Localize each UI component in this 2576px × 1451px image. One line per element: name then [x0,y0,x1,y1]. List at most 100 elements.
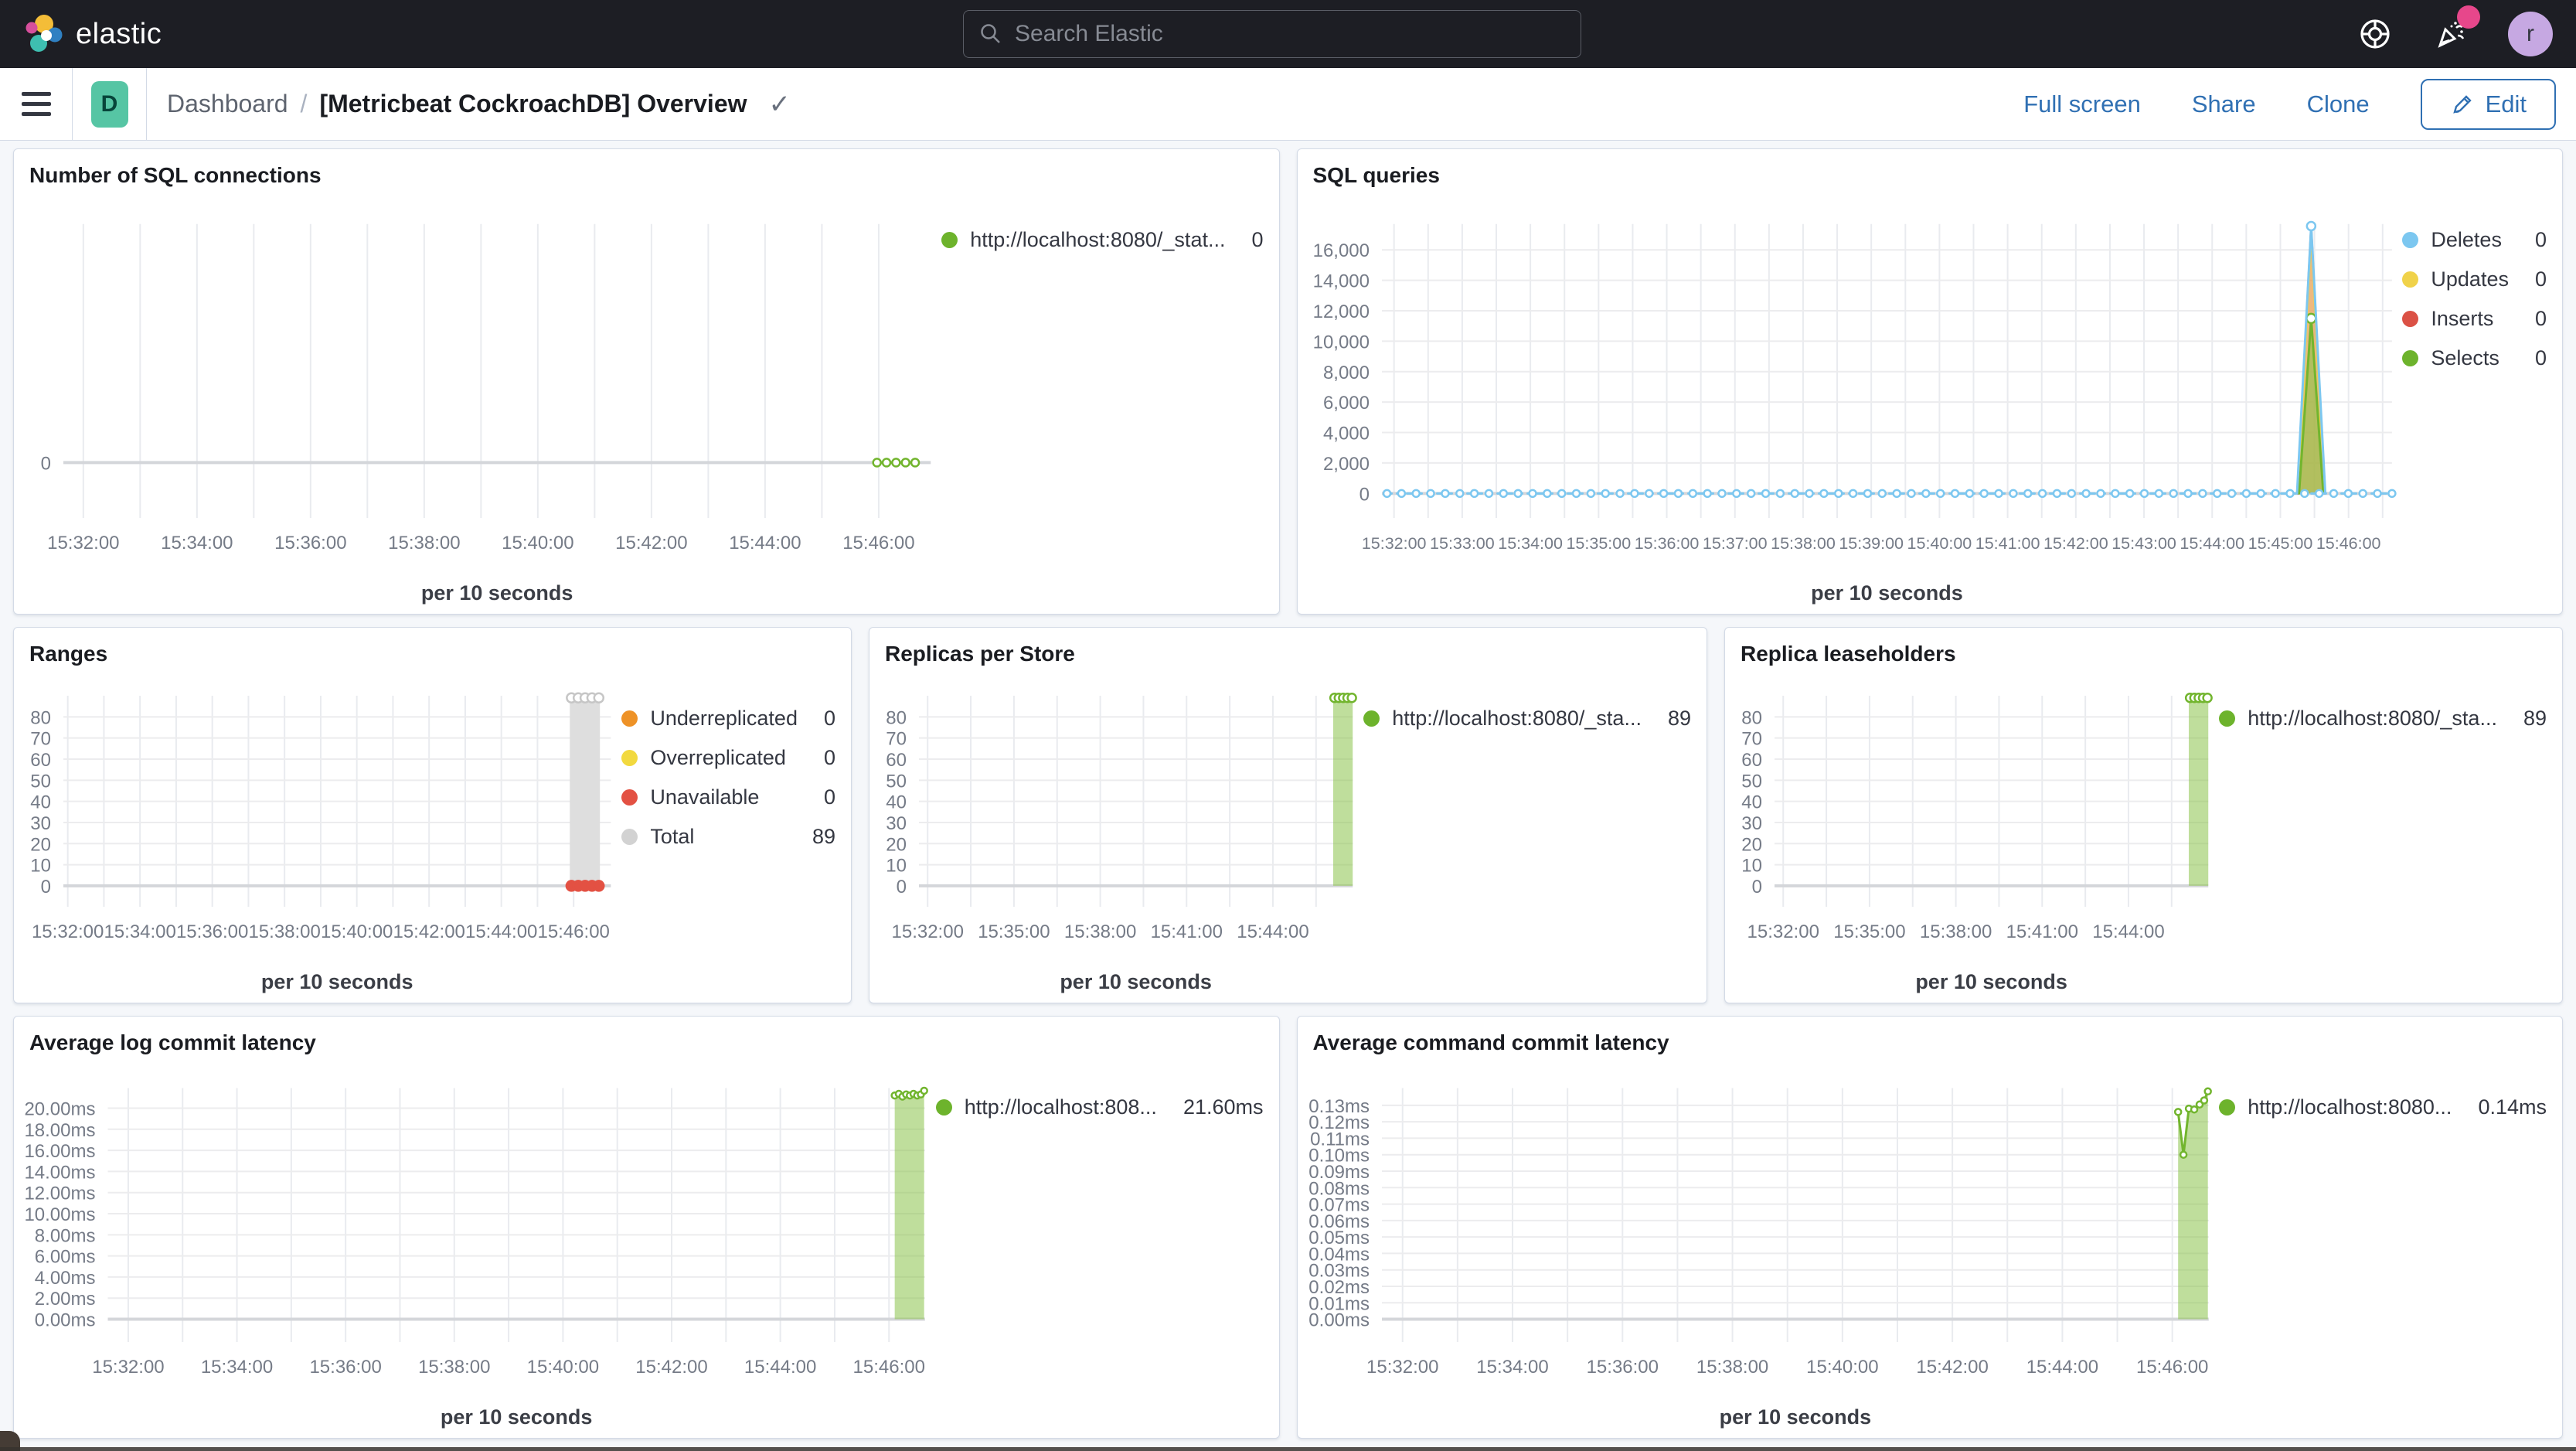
svg-text:15:32:00: 15:32:00 [1361,534,1426,553]
hamburger-menu-button[interactable] [0,68,73,140]
legend-item[interactable]: Underreplicated 0 [621,707,835,731]
svg-text:15:44:00: 15:44:00 [2026,1357,2098,1378]
legend-item[interactable]: Unavailable 0 [621,785,835,809]
app-badge-wrap: D [73,68,147,140]
svg-text:50: 50 [30,771,51,792]
legend-color-dot [2402,232,2419,248]
svg-text:0: 0 [1359,484,1369,505]
dashboard-toolbar: D Dashboard / [Metricbeat CockroachDB] O… [0,68,2576,141]
svg-text:15:34:00: 15:34:00 [1476,1357,1548,1378]
legend-value: 0 [2534,228,2547,251]
svg-text:0.05ms: 0.05ms [1308,1228,1370,1248]
legend-item[interactable]: http://localhost:8080/_sta... 89 [2219,707,2547,731]
svg-text:15:46:00: 15:46:00 [842,533,914,553]
edit-button[interactable]: Edit [2420,78,2556,130]
legend-label: Total [650,825,695,848]
life-ring-icon [2360,19,2390,49]
svg-text:15:42:00: 15:42:00 [615,533,687,553]
legend-label: http://localhost:8080/_sta... [1392,707,1642,730]
user-initial: r [2527,21,2534,46]
legend-color-dot [621,750,638,766]
legend-item[interactable]: Deletes 0 [2402,228,2547,252]
legend-item[interactable]: Selects 0 [2402,346,2547,370]
svg-text:15:32:00: 15:32:00 [92,1357,164,1378]
legend-item[interactable]: Inserts 0 [2402,307,2547,331]
user-avatar[interactable]: r [2508,12,2553,56]
global-search[interactable] [963,10,1581,58]
legend-item[interactable]: http://localhost:8080... 0.14ms [2219,1095,2547,1119]
svg-text:15:42:00: 15:42:00 [2043,534,2108,553]
share-button[interactable]: Share [2191,90,2256,118]
svg-text:16,000: 16,000 [1312,240,1369,261]
chart-average-log-commit-latency[interactable]: 0.00ms2.00ms4.00ms6.00ms8.00ms10.00ms12.… [19,1060,936,1436]
legend-item[interactable]: Total 89 [621,825,835,849]
legend-value: 0 [2534,307,2547,330]
svg-text:15:32:00: 15:32:00 [32,921,104,942]
search-input[interactable] [1015,21,1565,47]
legend-label: Selects [2431,346,2499,370]
legend-item[interactable]: http://localhost:8080/_sta... 89 [1363,707,1691,731]
dashboard-app-badge[interactable]: D [90,80,128,128]
svg-text:14,000: 14,000 [1312,271,1369,292]
legend-value: 0 [823,785,835,809]
toolbar-actions: Full screen Share Clone Edit [2023,78,2556,130]
legend-item[interactable]: Overreplicated 0 [621,746,835,770]
page-title: [Metricbeat CockroachDB] Overview [319,90,747,118]
svg-text:0.12ms: 0.12ms [1308,1112,1370,1133]
svg-text:0.09ms: 0.09ms [1308,1162,1370,1183]
svg-text:15:45:00: 15:45:00 [2248,534,2312,553]
dashboard-grid: Number of SQL connections 0 15:32:00 15:34… [0,141,2576,1439]
legend-value: 0 [823,707,835,730]
svg-text:15:34:00: 15:34:00 [201,1357,273,1378]
chart-number-of-sql-connections[interactable]: 0 15:32:00 15:34:00 15:36:00 15:38:00 15:40:0… [19,192,941,612]
top-navigation-bar: elastic [0,0,2576,68]
help-button[interactable] [2358,17,2392,51]
svg-text:15:40:00: 15:40:00 [1806,1357,1878,1378]
legend-item[interactable]: http://localhost:8080/_stat... 0 [941,228,1264,252]
notification-badge [2457,5,2480,29]
elastic-logo[interactable]: elastic [23,14,162,54]
dashboard-row-1: Number of SQL connections 0 15:32:00 15:34… [13,148,2563,615]
whats-new-button[interactable] [2432,5,2480,52]
svg-text:15:40:00: 15:40:00 [321,921,393,942]
svg-text:12,000: 12,000 [1312,301,1369,322]
legend-value: 89 [2523,707,2547,730]
svg-text:12.00ms: 12.00ms [24,1184,95,1204]
title-menu-icon[interactable]: ✓ [768,89,791,119]
legend-item[interactable]: http://localhost:808... 21.60ms [935,1095,1264,1119]
svg-text:15:38:00: 15:38:00 [388,533,460,553]
svg-text:15:42:00: 15:42:00 [393,921,464,942]
svg-text:10,000: 10,000 [1312,332,1369,353]
chart-average-command-commit-latency[interactable]: 0.00ms0.01ms0.02ms0.03ms0.04ms0.05ms0.06… [1302,1060,2220,1436]
svg-text:10: 10 [30,856,51,877]
legend-value: 0 [1251,228,1264,251]
svg-text:2.00ms: 2.00ms [35,1289,96,1310]
full-screen-button[interactable]: Full screen [2023,90,2141,118]
legend-color-dot [1363,710,1380,727]
svg-text:15:38:00: 15:38:00 [1064,921,1136,942]
svg-text:15:38:00: 15:38:00 [248,921,320,942]
svg-text:0: 0 [897,877,907,898]
svg-text:15:46:00: 15:46:00 [2316,534,2380,553]
dashboard-row-3: Average log commit latency 0.00ms 2.00ms 4… [13,1016,2563,1439]
legend-label: http://localhost:8080/_stat... [970,228,1226,251]
svg-text:15:44:00: 15:44:00 [729,533,801,553]
breadcrumb-dashboard[interactable]: Dashboard [167,90,288,118]
svg-text:70: 70 [1741,729,1762,750]
clone-button[interactable]: Clone [2306,90,2370,118]
chart-legend: http://localhost:8080... 0.14ms [2219,1095,2551,1436]
breadcrumb: Dashboard / [Metricbeat CockroachDB] Ove… [167,89,791,120]
svg-text:60: 60 [30,750,51,771]
chart-sql-queries[interactable]: 0 2,000 4,000 6,000 8,000 10,000 12,000 14,000 1… [1302,192,2403,612]
svg-text:0.08ms: 0.08ms [1308,1178,1370,1199]
svg-text:40: 40 [30,792,51,813]
svg-text:0.00ms: 0.00ms [1308,1310,1370,1331]
svg-text:per 10 seconds: per 10 seconds [1811,581,1963,605]
panel-ranges: Ranges 0 10 20 30 40 50 60 70 80 15:32:00 15:34:00… [13,627,852,1003]
legend-label: Overreplicated [650,746,786,769]
svg-text:15:42:00: 15:42:00 [635,1357,707,1378]
legend-item[interactable]: Updates 0 [2402,267,2547,291]
